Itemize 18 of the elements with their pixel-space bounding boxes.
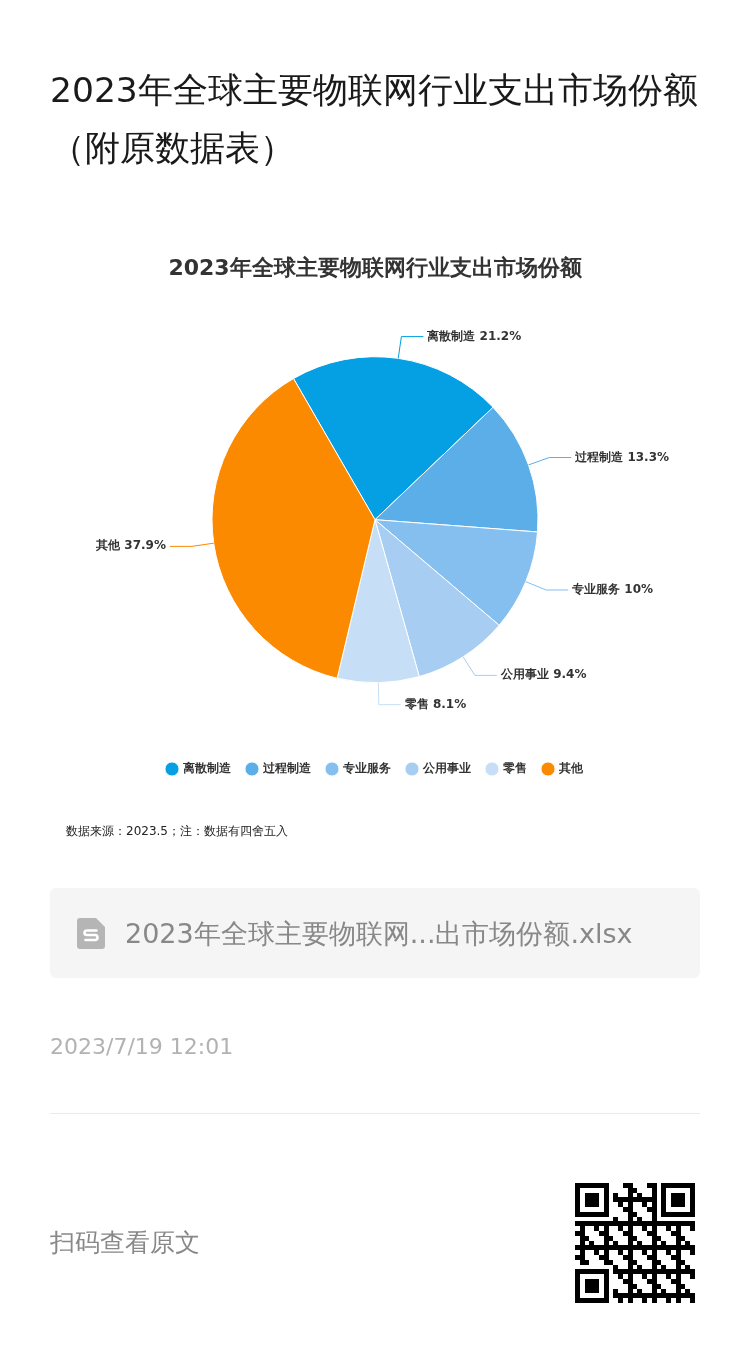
text: 2023/7/19 12:01 (50, 1033, 234, 1061)
category-label: 零售 8.1% (404, 696, 467, 711)
category-label: 专业服务 10% (572, 582, 654, 597)
legend-label: 专业服务 (342, 761, 391, 776)
legend-label: 公用事业 (422, 761, 471, 776)
chart-subtitle: 2023年全球主要物联网行业支出市场份额 (168, 254, 583, 280)
text: 扫码查看原文 (50, 1227, 200, 1259)
category-label: 其他 37.9% (96, 538, 166, 553)
source-note: 数据来源：2023.5；注：数据有四舍五入 (66, 823, 288, 839)
legend-label: 零售 (502, 761, 527, 776)
category-label: 过程制造 13.3% (575, 449, 670, 464)
category-label: 离散制造 21.2% (427, 328, 522, 343)
chart-title: 2023年全球主要物联网行业支出市场份额（附原数据表） (50, 69, 699, 170)
legend-label: 离散制造 (182, 761, 232, 776)
text: 2023年全球主要物联网...出市场份额.xlsx (125, 917, 633, 951)
legend-label: 其他 (558, 761, 584, 776)
category-label: 公用事业 9.4% (500, 667, 587, 682)
legend-label: 过程制造 (262, 761, 312, 776)
